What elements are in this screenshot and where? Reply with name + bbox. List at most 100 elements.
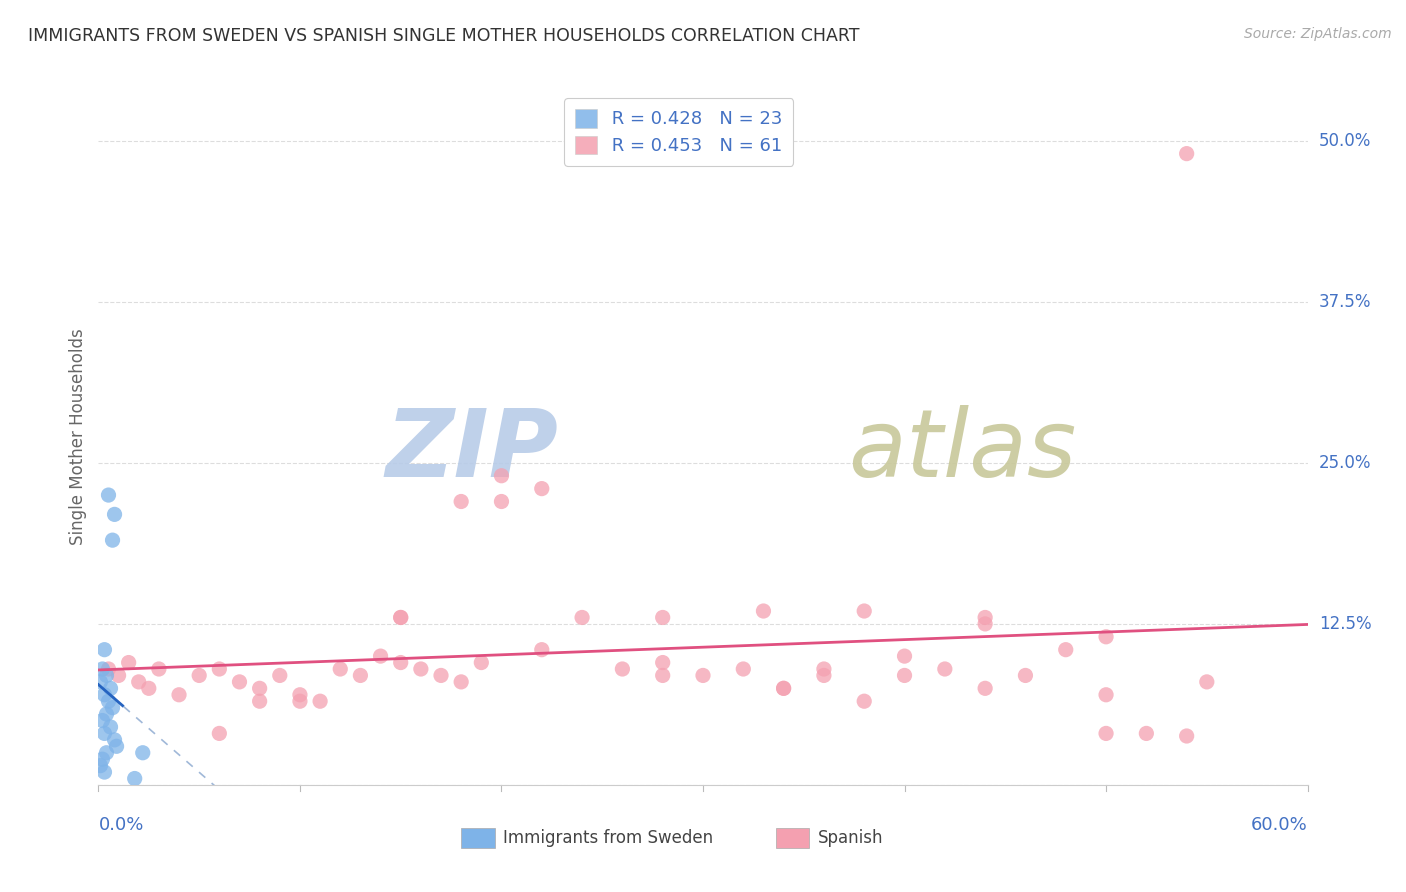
Point [105,739,128,754]
Point [612,662,634,676]
Point [1195,674,1218,689]
Text: Immigrants from Sweden: Immigrants from Sweden [503,829,714,847]
Point [101,533,124,548]
Point [893,668,915,682]
Point [103,508,125,522]
Point [1014,668,1036,682]
Point [974,610,997,624]
Text: 25.0%: 25.0% [1319,454,1371,472]
Text: 37.5%: 37.5% [1319,293,1371,310]
Point [249,694,271,708]
Point [934,662,956,676]
Point [148,662,170,676]
Point [1095,688,1118,702]
Point [97,662,120,676]
Point [389,656,412,670]
Point [93,688,115,702]
Point [1135,726,1157,740]
Text: Source: ZipAtlas.com: Source: ZipAtlas.com [1244,27,1392,41]
Point [93,726,115,740]
Text: ZIP: ZIP [385,405,558,497]
Point [530,642,553,657]
Point [530,482,553,496]
Point [132,746,155,760]
Point [97,488,120,502]
Point [389,610,412,624]
Point [450,674,472,689]
Point [692,668,714,682]
Point [1175,146,1198,161]
Point [853,604,876,618]
Point [1054,642,1077,657]
Point [100,681,122,696]
Point [107,668,129,682]
Point [309,694,332,708]
Point [288,694,311,708]
Point [269,668,291,682]
Point [329,662,352,676]
Legend:  R = 0.428   N = 23,  R = 0.453   N = 61: R = 0.428 N = 23, R = 0.453 N = 61 [564,98,793,166]
Point [470,656,492,670]
Text: 12.5%: 12.5% [1319,615,1371,633]
Point [772,681,794,696]
Text: IMMIGRANTS FROM SWEDEN VS SPANISH SINGLE MOTHER HOUSEHOLDS CORRELATION CHART: IMMIGRANTS FROM SWEDEN VS SPANISH SINGLE… [28,27,859,45]
Point [430,668,453,682]
Point [853,694,876,708]
Point [167,688,190,702]
Point [138,681,160,696]
Text: Spanish: Spanish [818,829,883,847]
Point [974,616,997,631]
Point [208,662,231,676]
Point [974,681,997,696]
Text: 60.0%: 60.0% [1251,815,1308,833]
Point [288,688,311,702]
Point [1175,729,1198,743]
Point [1095,630,1118,644]
Point [96,746,118,760]
Point [91,662,114,676]
Point [651,668,673,682]
Point [228,674,250,689]
Point [91,714,114,728]
Point [571,610,593,624]
Text: 50.0%: 50.0% [1319,132,1371,150]
Text: atlas: atlas [848,406,1077,497]
Point [491,494,513,508]
Point [249,681,271,696]
Point [349,668,371,682]
Point [813,662,835,676]
Point [208,726,231,740]
Point [651,610,673,624]
Point [370,649,392,664]
Y-axis label: Single Mother Households: Single Mother Households [69,329,87,545]
Point [651,656,673,670]
Point [93,642,115,657]
Bar [776,828,810,847]
Point [103,732,125,747]
Point [409,662,432,676]
Point [752,604,775,618]
Point [813,668,835,682]
Point [893,649,915,664]
Point [188,668,211,682]
Point [89,674,111,689]
Text: 0.0%: 0.0% [98,815,143,833]
Point [491,468,513,483]
Point [100,720,122,734]
Point [97,694,120,708]
Point [93,765,115,780]
Point [128,674,150,689]
Point [124,772,146,786]
Point [89,758,111,772]
Point [101,700,124,714]
Point [733,662,755,676]
Point [450,494,472,508]
Point [96,668,118,682]
Point [96,707,118,722]
Point [1095,726,1118,740]
Point [389,610,412,624]
Bar [461,828,495,847]
Point [91,752,114,766]
Point [118,656,141,670]
Point [772,681,794,696]
